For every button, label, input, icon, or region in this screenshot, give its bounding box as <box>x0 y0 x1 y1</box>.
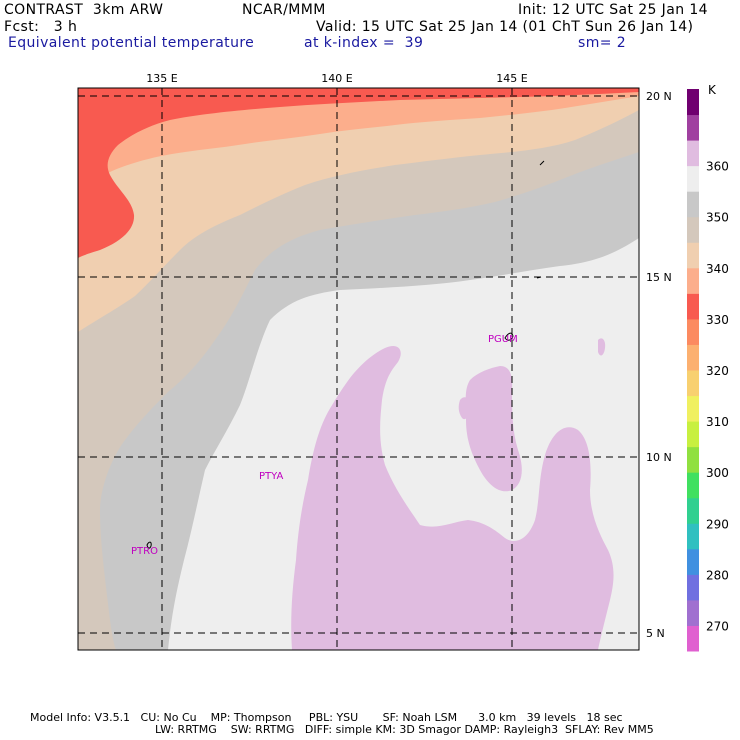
colorbar-segment <box>687 191 699 218</box>
colorbar-segment <box>687 318 699 345</box>
valid-time: Valid: 15 UTC Sat 25 Jan 14 (01 ChT Sun … <box>316 19 694 35</box>
smoothing: sm= 2 <box>578 35 627 51</box>
colorbar-segment <box>687 267 699 294</box>
lon-label-135: 135 E <box>146 72 177 85</box>
lon-label-145: 145 E <box>496 72 527 85</box>
graticule <box>78 88 639 650</box>
lat-label-5n: 5 N <box>646 627 665 640</box>
model-info-line2: LW: RRTMG SW: RRTMG DIFF: simple KM: 3D … <box>155 723 654 736</box>
colorbar-segment <box>687 472 699 499</box>
colorbar-tick-label: 350 <box>706 211 729 225</box>
init-time: Init: 12 UTC Sat 25 Jan 14 <box>518 2 708 18</box>
colorbar-tick-label: 300 <box>706 466 729 480</box>
colorbar-segment <box>687 523 699 550</box>
lat-label-15n: 15 N <box>646 271 672 284</box>
level-index: at k-index = 39 <box>304 35 424 51</box>
colorbar-segment <box>687 625 699 652</box>
colorbar-segment <box>687 497 699 524</box>
colorbar-segment <box>687 344 699 371</box>
station-ptro: PTRO <box>131 546 158 557</box>
colorbar-segment <box>687 89 699 116</box>
colorbar-tick-label: 330 <box>706 313 729 327</box>
colorbar-segment <box>687 421 699 448</box>
contour-fill <box>78 88 639 650</box>
colorbar-tick-label: 270 <box>706 619 729 633</box>
colorbar-tick-label: 290 <box>706 517 729 531</box>
station-ptya: PTYA <box>259 471 283 482</box>
colorbar-segment <box>687 216 699 243</box>
lat-label-20n: 20 N <box>646 90 672 103</box>
colorbar-segment <box>687 599 699 626</box>
colorbar-segment <box>687 140 699 167</box>
colorbar-tick-label: 280 <box>706 568 729 582</box>
colorbar-segment <box>687 293 699 320</box>
colorbar-segment <box>687 165 699 192</box>
map-frame <box>77 87 640 651</box>
colorbar-segment <box>687 548 699 575</box>
colorbar-segment <box>687 395 699 422</box>
colorbar-tick-label: 360 <box>706 160 729 174</box>
colorbar-segment <box>687 574 699 601</box>
colorbar: 270 280 290 300 310 320 330 340 350 360 <box>687 89 729 652</box>
model-info-line1: Model Info: V3.5.1 CU: No Cu MP: Thompso… <box>30 711 623 724</box>
colorbar-tick-label: 310 <box>706 415 729 429</box>
colorbar-segment <box>687 446 699 473</box>
lon-label-140: 140 E <box>321 72 352 85</box>
forecast-hour: Fcst: 3 h <box>4 19 78 35</box>
colorbar-segment <box>687 370 699 397</box>
colorbar-unit: K <box>708 83 717 97</box>
colorbar-segment <box>687 114 699 141</box>
model-title: CONTRAST 3km ARW <box>4 2 164 18</box>
organization: NCAR/MMM <box>242 2 326 18</box>
colorbar-tick-label: 320 <box>706 364 729 378</box>
colorbar-segment <box>687 242 699 269</box>
lat-label-10n: 10 N <box>646 451 672 464</box>
field-name: Equivalent potential temperature <box>8 35 255 51</box>
colorbar-tick-label: 340 <box>706 262 729 276</box>
station-pgum: PGUM <box>488 334 518 345</box>
